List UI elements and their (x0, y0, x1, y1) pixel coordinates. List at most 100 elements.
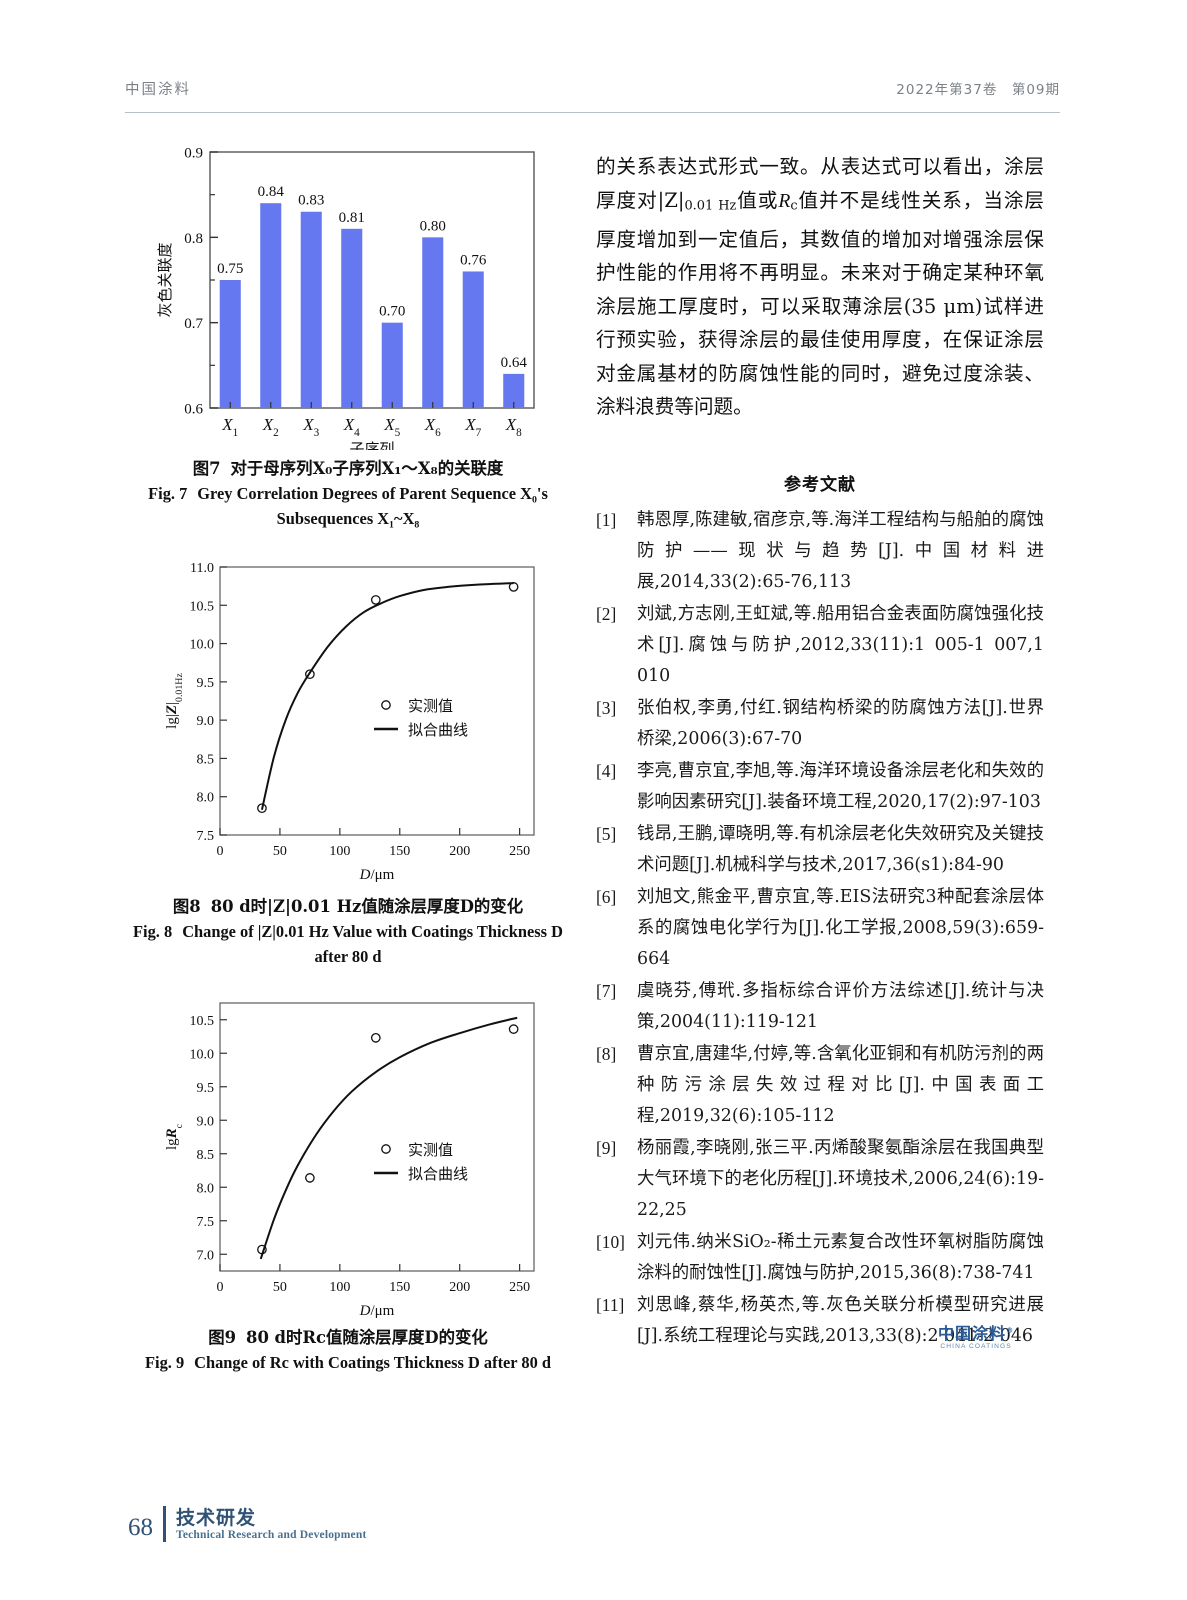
scatter-chart-impedance-vs-thickness: 7.5 8.0 8.5 9.0 9.5 10.0 10.5 11.0 0 50 100 150 200 2… (164, 561, 535, 883)
data-point (370, 1032, 381, 1043)
footer-section-en: Technical Research and Development (176, 1529, 367, 1542)
data-point (257, 1244, 267, 1255)
x-axis-tick-label: 100 (329, 1280, 350, 1295)
figure-9-title-en-line1: Change of Rc with Coatings Thickness D a… (194, 1353, 551, 1372)
figure-9-label-cn: 图9 (208, 1328, 237, 1347)
reference-number: [5] (596, 824, 617, 845)
bar (219, 280, 241, 408)
x-axis-tick-label: 50 (273, 844, 287, 859)
x-axis-tick-label: 250 (509, 844, 530, 859)
data-point (370, 595, 381, 605)
figure-8-label-cn: 图8 (172, 897, 201, 916)
reference-item: [8] 曹京宜,唐建华,付婷,等.含氧化亚铜和有机防污剂的两种防污涂层失效过程对比… (596, 1039, 1044, 1132)
bar-value-label: 0.76 (460, 252, 487, 268)
footer-section-cn: 技术研发 (176, 1506, 257, 1529)
bar (462, 271, 484, 408)
x-axis-tick-label: 0 (217, 1280, 224, 1295)
x-axis-title: 子序列 (349, 441, 394, 450)
y-axis-tick-label: 9.5 (197, 676, 215, 691)
figure-9-caption: 图9 80 d时Rc值随涂层厚度D的变化 Fig. 9 Change of Rc w… (128, 1325, 568, 1375)
figure-8-caption: 图8 80 d时|Z|0.01 Hz值随涂层厚度D的变化 Fig. 8 Change… (128, 894, 568, 969)
reference-text: 虞晓芬,傅玳.多指标综合评价方法综述[J].统计与决策,2004(11):119… (637, 981, 1044, 1033)
legend-marker-circle (381, 700, 391, 710)
y-axis-tick-label: 0.6 (184, 402, 203, 418)
reference-text: 刘斌,方志刚,王虹斌,等.船用铝合金表面防腐蚀强化技术[J].腐蚀与防护,201… (637, 604, 1044, 687)
y-axis-tick-label: 11.0 (190, 561, 214, 576)
bar (300, 211, 322, 408)
figure-7-title-en-line2: Subsequences X₁~X₈ (276, 509, 420, 528)
page-footer: 68 技术研发 Technical Research and Developme… (128, 1506, 366, 1542)
y-axis-tick-label: 9.0 (197, 1114, 215, 1129)
reference-number: [11] (596, 1295, 625, 1316)
bar-value-label: 0.81 (339, 210, 365, 226)
y-axis-tick-label: 8.0 (197, 1181, 215, 1196)
reference-number: [9] (596, 1138, 617, 1159)
reference-item: [9] 杨丽霞,李晓刚,张三平.丙烯酸聚氨酯涂层在我国典型大气环境下的老化历程[J… (596, 1133, 1044, 1226)
issue-info: 2022年第37卷 第09期 (896, 82, 1060, 98)
bar (260, 203, 282, 408)
brand-name-cn: 中国涂料® (938, 1324, 1015, 1343)
figure-8-title-cn: 80 d时|Z|0.01 Hz值随涂层厚度D的变化 (210, 897, 524, 916)
reference-number: [1] (596, 510, 617, 531)
plot-frame (219, 1002, 535, 1272)
y-axis-tick-label: 9.0 (197, 714, 215, 729)
y-axis-tick-label: 7.5 (197, 829, 215, 844)
bar-value-label: 0.64 (501, 355, 528, 371)
right-column: 的关系表达式形式一致。从表达式可以看出，涂层厚度对|Z|0.01 Hz值或Rc值… (596, 150, 1044, 1353)
y-axis-tick-label: 7.0 (197, 1248, 215, 1263)
reference-item: [3] 张伯权,李勇,付红.钢结构桥梁的防腐蚀方法[J].世界桥梁,2006(3)… (596, 693, 1044, 755)
legend-label-measured: 实测值 (408, 1142, 453, 1159)
reference-text: 张伯权,李勇,付红.钢结构桥梁的防腐蚀方法[J].世界桥梁,2006(3):67… (637, 698, 1044, 750)
bar (503, 373, 525, 408)
fit-curve (259, 1016, 518, 1260)
data-point (305, 1173, 315, 1183)
reference-item: [11] 刘思峰,蔡华,杨英杰,等.灰色关联分析模型研究进展[J].系统工程理论与… (596, 1290, 1044, 1352)
references-heading: 参考文献 (784, 475, 856, 496)
x-axis-category-label: X4 (343, 415, 360, 439)
x-axis-title: D/μm (359, 867, 395, 883)
bar (381, 322, 403, 408)
x-axis-category-label: X7 (464, 415, 481, 439)
reference-text: 钱昂,王鹏,谭晓明,等.有机涂层老化失效研究及关键技术问题[J].机械科学与技术… (637, 824, 1044, 876)
figure-7-label-en: Fig. 7 (148, 484, 188, 503)
y-axis-tick-label: 10.5 (190, 599, 215, 614)
x-axis-category-label: X5 (383, 415, 400, 439)
reference-text: 韩恩厚,陈建敏,宿彦京,等.海洋工程结构与船舶的腐蚀防护——现状与趋势[J].中… (637, 510, 1044, 593)
x-axis-tick-label: 50 (273, 1280, 287, 1295)
fit-curve (260, 582, 514, 810)
data-point (508, 1024, 519, 1034)
reference-number: [7] (596, 981, 617, 1002)
figure-7: 0.6 0.7 0.8 0.9 0.75 X1 0.84 X2 0.83 X3 0.81 X4 0.70… (128, 140, 568, 531)
figure-9-label-en: Fig. 9 (145, 1353, 185, 1372)
y-axis-tick-label: 10.5 (190, 1014, 215, 1029)
bar-chart-grey-correlation: 0.6 0.7 0.8 0.9 0.75 X1 0.84 X2 0.83 X3 0.81 X4 0.70… (157, 146, 535, 450)
journal-name: 中国涂料 (125, 82, 191, 98)
x-axis-category-label: X1 (221, 415, 238, 439)
x-axis-category-label: X8 (505, 415, 522, 439)
y-axis-tick-label: 8.5 (197, 1148, 215, 1163)
y-axis-tick-label: 7.5 (197, 1215, 215, 1230)
y-axis-tick-label: 8.5 (197, 752, 215, 767)
reference-item: [4] 李亮,曹京宜,李旭,等.海洋环境设备涂层老化和失效的影响因素研究[J].装… (596, 756, 1044, 818)
x-axis-category-label: X6 (424, 415, 441, 439)
y-axis-tick-label: 8.0 (197, 791, 215, 806)
figure-8-label-en: Fig. 8 (133, 922, 173, 941)
footer-section: 技术研发 Technical Research and Development (176, 1506, 367, 1542)
x-axis-tick-label: 250 (509, 1280, 530, 1295)
data-point (508, 582, 519, 592)
y-axis-title: lgRc (164, 1123, 185, 1150)
figure-8-title-en-line1: Change of |Z|0.01 Hz Value with Coatings… (182, 922, 563, 941)
y-axis-tick-label: 9.5 (197, 1081, 215, 1096)
brand-name-en: CHINA COATINGS (940, 1342, 1012, 1350)
body-paragraph: 的关系表达式形式一致。从表达式可以看出，涂层厚度对|Z|0.01 Hz值或Rc值… (596, 155, 1045, 419)
reference-number: [2] (596, 604, 617, 625)
reference-number: [6] (596, 887, 617, 908)
reference-item: [1] 韩恩厚,陈建敏,宿彦京,等.海洋工程结构与船舶的腐蚀防护——现状与趋势[J… (596, 505, 1044, 598)
x-axis-tick-label: 100 (329, 844, 350, 859)
reference-item: [5] 钱昂,王鹏,谭晓明,等.有机涂层老化失效研究及关键技术问题[J].机械科学… (596, 819, 1044, 881)
y-axis-tick-label: 0.9 (184, 146, 203, 162)
legend-label-fit: 拟合曲线 (408, 1166, 468, 1183)
data-point (257, 803, 267, 814)
page-header: 中国涂料 2022年第37卷 第09期 (125, 78, 1060, 113)
scatter-chart-rc-vs-thickness: 7.0 7.5 8.0 8.5 9.0 9.5 10.0 10.5 0 50 100 150 200 25… (164, 1002, 535, 1319)
